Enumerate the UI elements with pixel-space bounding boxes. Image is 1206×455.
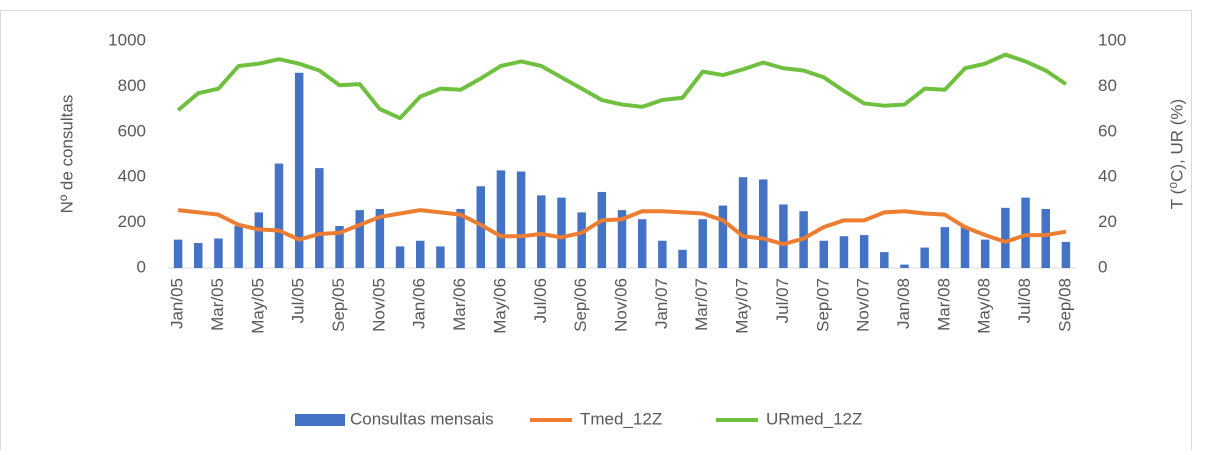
bar: [395, 246, 405, 268]
bar: [537, 195, 546, 268]
bar: [315, 168, 324, 268]
x-tick-label: Mar/07: [692, 278, 711, 331]
x-tick-label: Jul/06: [531, 278, 550, 323]
bar: [375, 208, 385, 268]
y-tick-label: 0: [137, 257, 146, 276]
x-tick-label: Nov/07: [854, 278, 873, 332]
y2-axis-label: T (⁰C), UR (%): [1167, 99, 1186, 209]
x-tick-label: Nov/05: [369, 278, 388, 332]
x-tick-label: Mar/08: [934, 278, 953, 331]
bar: [718, 205, 728, 268]
bar: [214, 238, 223, 268]
bar: [779, 204, 788, 268]
y-axis-label: Nº de consultas: [57, 95, 76, 214]
x-tick-label: Sep/05: [329, 278, 348, 332]
bar: [940, 227, 950, 268]
x-tick-label: Jan/06: [410, 278, 429, 329]
x-tick-label: May/05: [248, 278, 267, 334]
bar: [658, 240, 667, 268]
bar: [900, 264, 909, 268]
bar: [274, 163, 284, 268]
chart-frame: [0, 10, 1192, 455]
y2-tick-label: 80: [1098, 76, 1117, 95]
bar: [577, 212, 586, 268]
y-tick-label: 1000: [108, 30, 146, 49]
bar: [415, 240, 425, 268]
bar: [496, 170, 506, 268]
bar: [254, 212, 264, 268]
line-series: [176, 52, 1068, 121]
y2-tick-label: 0: [1098, 257, 1107, 276]
x-tick-label: Sep/08: [1055, 278, 1074, 332]
x-tick-label: Jan/08: [894, 278, 913, 329]
legend-label: Tmed_12Z: [580, 409, 662, 428]
bar: [456, 208, 465, 268]
bar: [637, 219, 647, 268]
bar: [234, 226, 243, 268]
bar: [355, 210, 364, 268]
x-tick-label: Jan/07: [652, 278, 671, 329]
bar: [859, 235, 869, 268]
y-tick-label: 200: [118, 212, 146, 231]
y2-tick-label: 40: [1098, 167, 1117, 186]
y2-tick-label: 100: [1098, 30, 1126, 49]
y-tick-label: 600: [118, 121, 146, 140]
bar: [1001, 207, 1010, 268]
bar: [698, 219, 707, 268]
legend-label: Consultas mensais: [350, 409, 494, 428]
bar: [839, 236, 849, 268]
bar: [980, 239, 990, 268]
bar: [617, 210, 627, 268]
y2-tick-label: 60: [1098, 121, 1117, 140]
bar: [819, 240, 829, 268]
x-tick-label: Jan/05: [168, 278, 187, 329]
bar: [294, 72, 304, 268]
bar: [194, 243, 203, 268]
bar: [920, 247, 929, 268]
bar: [597, 191, 607, 268]
bar: [678, 249, 687, 268]
x-tick-label: May/08: [975, 278, 994, 334]
bar: [516, 171, 526, 268]
bar: [436, 246, 445, 268]
x-tick-label: Mar/05: [208, 278, 227, 331]
legend-label: URmed_12Z: [766, 409, 862, 428]
x-tick-label: Jul/08: [1015, 278, 1034, 323]
bar: [960, 227, 970, 268]
x-tick-label: Mar/06: [450, 278, 469, 331]
bar: [738, 177, 748, 268]
x-tick-label: Nov/06: [611, 278, 630, 332]
bar: [335, 226, 344, 268]
x-tick-label: Sep/07: [813, 278, 832, 332]
x-tick-label: Jul/05: [289, 278, 308, 323]
bar: [1061, 241, 1071, 268]
x-tick-label: Jul/07: [773, 278, 792, 323]
bar: [557, 197, 566, 268]
bar: [1021, 197, 1030, 268]
bar: [173, 239, 183, 268]
x-tick-label: May/06: [490, 278, 509, 334]
y-tick-label: 400: [118, 167, 146, 186]
bar: [880, 252, 889, 268]
y-tick-label: 800: [118, 76, 146, 95]
bar: [759, 179, 768, 268]
x-tick-label: Sep/06: [571, 278, 590, 332]
y2-tick-label: 20: [1098, 212, 1117, 231]
bar: [1041, 208, 1050, 268]
legend-swatch: [295, 414, 345, 426]
x-tick-label: May/07: [733, 278, 752, 334]
line-series: [177, 208, 1067, 247]
